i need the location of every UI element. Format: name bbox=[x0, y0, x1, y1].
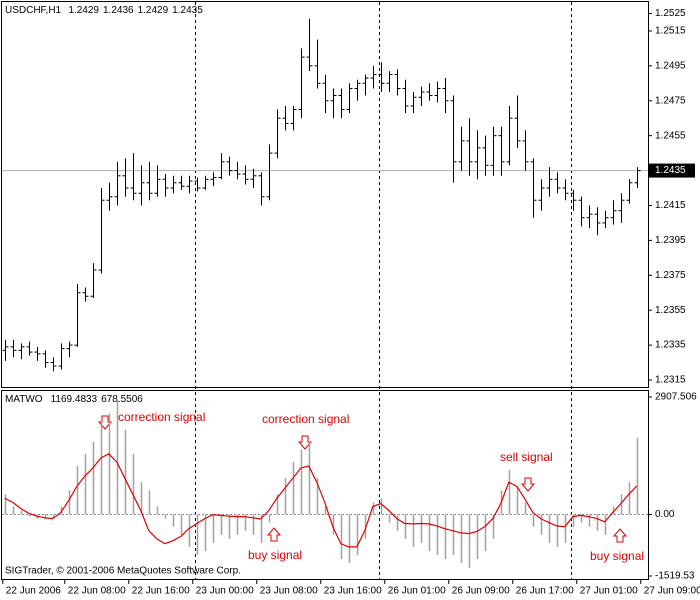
x-tick-label: 23 Jun 16:00 bbox=[324, 586, 382, 597]
x-tick-label: 22 Jun 16:00 bbox=[132, 586, 190, 597]
info-value: 1169.4833 bbox=[51, 394, 98, 405]
price-panel bbox=[1, 1, 649, 388]
panel-info: USDCHF,H1 1.2429 1.2436 1.2429 1.2435 bbox=[5, 5, 203, 16]
x-tick-label: 26 Jun 01:00 bbox=[388, 586, 446, 597]
x-tick-label: 27 Jun 01:00 bbox=[580, 586, 638, 597]
annotation: correction signal bbox=[262, 412, 349, 426]
symbol: MATWO bbox=[5, 394, 43, 405]
y-tick-label: 1.2315 bbox=[655, 375, 686, 386]
y-tick-label: 1.2335 bbox=[655, 340, 686, 351]
y-tick-label: -1519.53 bbox=[655, 571, 695, 582]
annotation: sell signal bbox=[500, 450, 553, 464]
y-tick-label: 1.2525 bbox=[655, 8, 686, 19]
x-tick-label: 22 Jun 08:00 bbox=[68, 586, 126, 597]
current-price-box bbox=[649, 163, 695, 178]
symbol: USDCHF,H1 bbox=[5, 5, 62, 16]
arrow-up bbox=[266, 527, 282, 542]
annotation: buy signal bbox=[248, 548, 302, 562]
annotation: buy signal bbox=[590, 549, 644, 563]
arrow-down bbox=[520, 477, 536, 492]
y-tick-label: 1.2475 bbox=[655, 95, 686, 106]
y-tick-label: 0.00 bbox=[655, 509, 675, 520]
y-tick-label: 1.2395 bbox=[655, 235, 686, 246]
signal-arrows bbox=[97, 415, 628, 543]
y-tick-label: 1.2375 bbox=[655, 270, 686, 281]
annotation: correction signal bbox=[118, 410, 205, 424]
y-tick-label: 1.2495 bbox=[655, 60, 686, 71]
y-tick-label: 1.2515 bbox=[655, 26, 686, 37]
x-tick-label: 22 Jun 2006 bbox=[6, 586, 61, 597]
y-tick-label: 1.2355 bbox=[655, 305, 686, 316]
panel-info: MATWO 1169.4833 678.5506 bbox=[5, 394, 143, 405]
footer: SIGTrader, © 2001-2006 MetaQuotes Softwa… bbox=[5, 566, 241, 577]
info-value: 1.2429 bbox=[138, 5, 169, 16]
arrow-up bbox=[612, 528, 628, 543]
info-value: 1.2435 bbox=[172, 5, 203, 16]
y-tick-label: 2907.506 bbox=[655, 392, 697, 403]
info-value: 678.5506 bbox=[101, 394, 143, 405]
x-tick-label: 27 Jun 09:00 bbox=[644, 586, 700, 597]
arrow-down bbox=[297, 435, 313, 450]
x-tick-label: 23 Jun 08:00 bbox=[260, 586, 318, 597]
y-tick-label: 1.2415 bbox=[655, 200, 686, 211]
current-price-label: 1.2435 bbox=[655, 165, 686, 176]
signal-line bbox=[4, 453, 638, 548]
day-separators bbox=[195, 2, 572, 580]
x-tick-label: 26 Jun 09:00 bbox=[452, 586, 510, 597]
indicator-panel bbox=[1, 390, 649, 580]
info-value: 1.2436 bbox=[103, 5, 134, 16]
x-tick-label: 23 Jun 00:00 bbox=[196, 586, 254, 597]
x-tick-label: 26 Jun 17:00 bbox=[516, 586, 574, 597]
info-value: 1.2429 bbox=[68, 5, 99, 16]
y-tick-label: 1.2455 bbox=[655, 130, 686, 141]
